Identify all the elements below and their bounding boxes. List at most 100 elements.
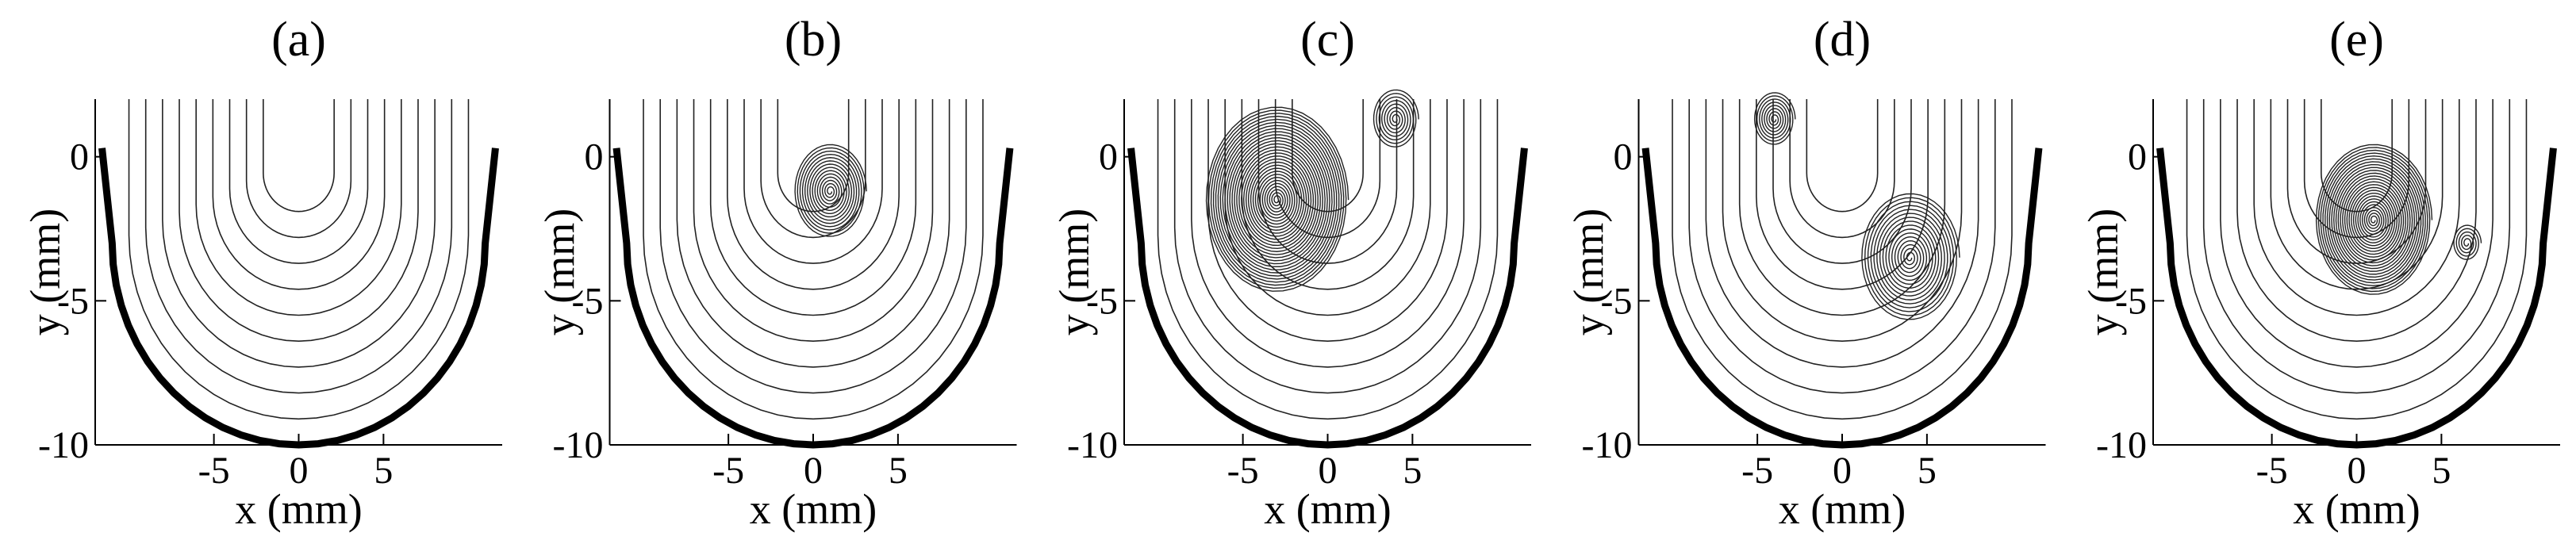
streamline [743,99,883,264]
streamline [643,99,984,420]
streamline [1672,99,2013,420]
x-tick-label: -5 [1227,450,1259,492]
streamline [179,99,419,343]
x-tick-label: 0 [804,450,823,492]
streamline [659,99,967,394]
y-axis-label: y (mm) [2079,209,2127,335]
x-axis-label: x (mm) [235,485,362,533]
y-tick-label: -5 [2115,280,2147,322]
panel-title: (d) [1814,13,1871,67]
panel-title: (e) [2329,13,2384,67]
x-axis-label: x (mm) [750,485,877,533]
streamline [2236,99,2477,343]
streamline [2186,99,2528,420]
vortex [2315,144,2433,295]
streamline [1789,99,1895,239]
x-tick-label: 0 [1319,450,1338,492]
streamline [2303,99,2410,239]
streamline [1688,99,1996,394]
streamline [1191,99,1465,368]
streamline [144,99,453,394]
streamline [2202,99,2511,394]
streamline [195,99,402,316]
y-tick-label: 0 [585,136,604,178]
streamline [128,99,470,420]
x-tick-label: -5 [2256,450,2288,492]
panel: (c)-5 0 5-10-50x (mm)y (mm) [1050,13,1531,533]
y-axis-label: y (mm) [536,209,584,335]
x-tick-label: -5 [198,450,230,492]
streamline [263,99,335,213]
x-axis-label: x (mm) [1779,485,1906,533]
y-tick-label: 0 [1099,136,1118,178]
streamline [676,99,950,368]
panel: (a)-5 0 5-10-50x (mm)y (mm) [21,13,502,533]
streamline [777,99,850,213]
x-tick-label: -5 [1741,450,1773,492]
x-tick-label: 5 [374,450,393,492]
x-tick-label: 5 [1403,450,1422,492]
y-tick-label: -10 [2096,424,2147,466]
y-tick-label: 0 [1614,136,1633,178]
x-tick-label: 5 [1918,450,1937,492]
streamline [1705,99,1979,368]
streamline [1157,99,1499,420]
vortex [1372,89,1419,147]
x-tick-label: 5 [889,450,908,492]
streamline [162,99,436,368]
y-tick-label: -5 [1086,280,1118,322]
streamline [693,99,934,343]
panel: (e)-5 0 5-10-50x (mm)y (mm) [2079,13,2560,533]
vortex [1753,92,1796,145]
streamline [709,99,917,316]
y-axis-label: y (mm) [1565,209,1613,335]
y-tick-label: -10 [1067,424,1118,466]
y-tick-label: 0 [2128,136,2147,178]
vortex [2453,224,2482,260]
streamline [1241,99,1415,290]
y-tick-label: -5 [1601,280,1633,322]
panel-title: (c) [1300,13,1355,67]
vortex [1861,193,1960,320]
x-tick-label: 0 [1833,450,1852,492]
x-tick-label: 0 [2348,450,2367,492]
y-tick-label: 0 [70,136,89,178]
streamline [245,99,352,239]
streamline [2220,99,2493,368]
wall [612,147,1014,449]
streamline [1756,99,1929,290]
streamline [228,99,369,264]
streamline [1173,99,1482,394]
y-tick-label: -10 [38,424,89,466]
x-tick-label: -5 [712,450,744,492]
y-tick-label: -10 [1582,424,1633,466]
vortex [794,144,867,237]
y-tick-label: -5 [572,280,604,322]
x-axis-label: x (mm) [2293,485,2420,533]
streamline [1224,99,1431,316]
panel: (d)-5 0 5-10-50x (mm)y (mm) [1565,13,2046,533]
x-tick-label: 0 [290,450,309,492]
streamline [1738,99,1946,316]
panel-title: (a) [271,13,326,67]
y-tick-label: -10 [553,424,604,466]
streamline [727,99,900,290]
streamline [2270,99,2444,290]
y-tick-label: -5 [57,280,89,322]
streamline [1806,99,1879,213]
wall [1641,147,2043,449]
streamline [1257,99,1398,264]
panel-title: (b) [785,13,842,67]
x-tick-label: 5 [2432,450,2451,492]
streamline [1274,99,1381,239]
streamline [1207,99,1448,343]
streamline [2253,99,2460,316]
panel: (b)-5 0 5-10-50x (mm)y (mm) [536,13,1017,533]
y-axis-label: y (mm) [21,209,69,335]
wall [1127,147,1528,449]
y-axis-label: y (mm) [1050,209,1098,335]
streamline [1772,99,1912,264]
wall [98,147,499,449]
